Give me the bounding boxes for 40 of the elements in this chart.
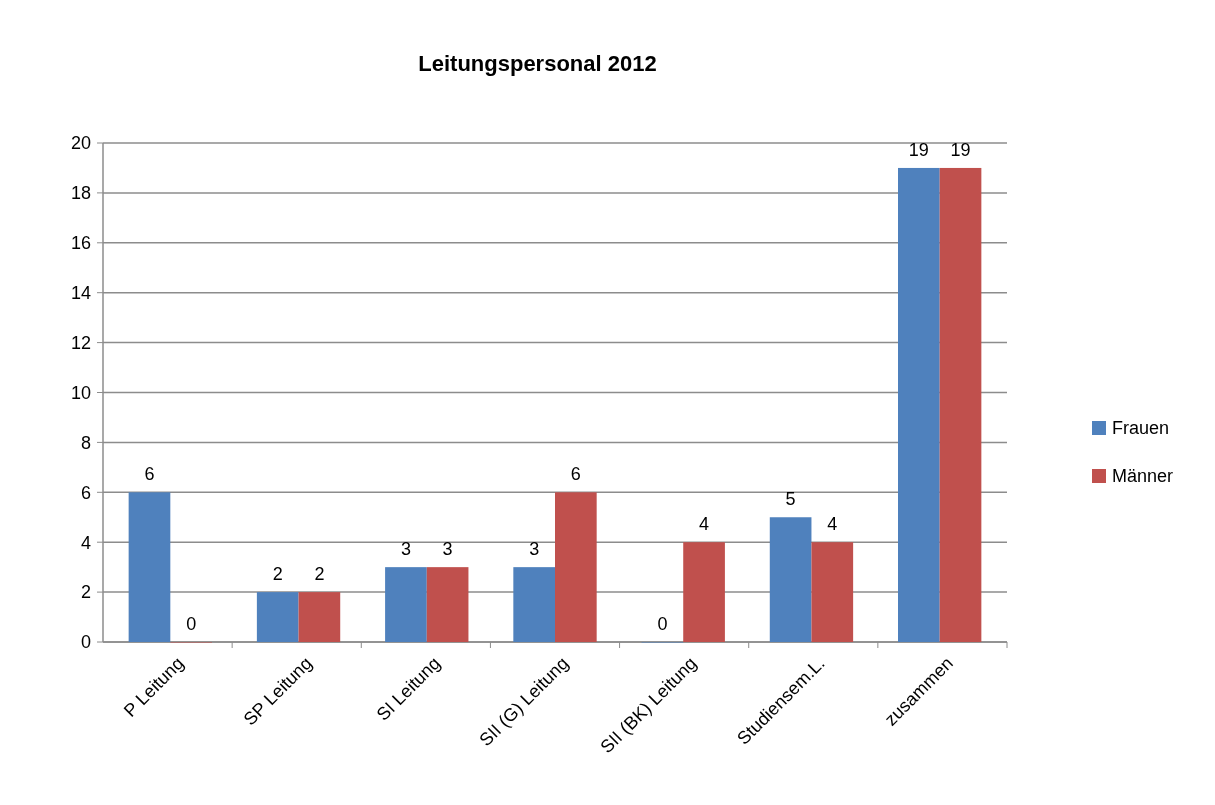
legend-label: Frauen <box>1112 418 1170 439</box>
y-tick-label: 10 <box>70 382 91 403</box>
data-label: 0 <box>657 614 668 634</box>
bar <box>811 542 854 642</box>
y-tick-label: 8 <box>80 432 91 453</box>
data-label: 19 <box>950 139 971 160</box>
data-label: 3 <box>400 539 411 560</box>
data-label: 19 <box>908 139 929 160</box>
bar <box>385 567 427 642</box>
data-label: 2 <box>314 564 325 585</box>
bar <box>898 167 940 642</box>
data-label: 5 <box>785 489 796 510</box>
bar <box>683 542 725 642</box>
y-tick-label: 12 <box>70 332 91 353</box>
bar <box>256 592 299 642</box>
data-label: 6 <box>144 464 155 485</box>
y-tick-label: 20 <box>70 133 91 154</box>
y-tick-label: 6 <box>80 482 91 503</box>
bar <box>513 567 555 642</box>
bar <box>298 592 341 642</box>
bar <box>555 492 597 642</box>
data-label: 2 <box>272 564 283 585</box>
legend-label: Männer <box>1112 466 1174 487</box>
bar <box>939 167 982 642</box>
chart-title: Leitungspersonal 2012 <box>418 51 657 76</box>
y-tick-label: 18 <box>70 183 91 204</box>
y-tick-label: 16 <box>70 233 91 254</box>
data-label: 3 <box>442 539 453 560</box>
bar <box>128 492 171 642</box>
y-tick-label: 4 <box>80 532 91 553</box>
y-tick-label: 2 <box>80 582 91 603</box>
data-label: 4 <box>827 514 838 535</box>
data-label: 4 <box>699 514 710 535</box>
bar <box>769 517 812 642</box>
data-label: 3 <box>529 539 540 560</box>
y-tick-label: 14 <box>70 283 91 303</box>
y-tick-label: 0 <box>80 632 91 653</box>
data-label: 6 <box>570 464 581 485</box>
bar <box>426 567 469 642</box>
data-label: 0 <box>186 614 197 634</box>
